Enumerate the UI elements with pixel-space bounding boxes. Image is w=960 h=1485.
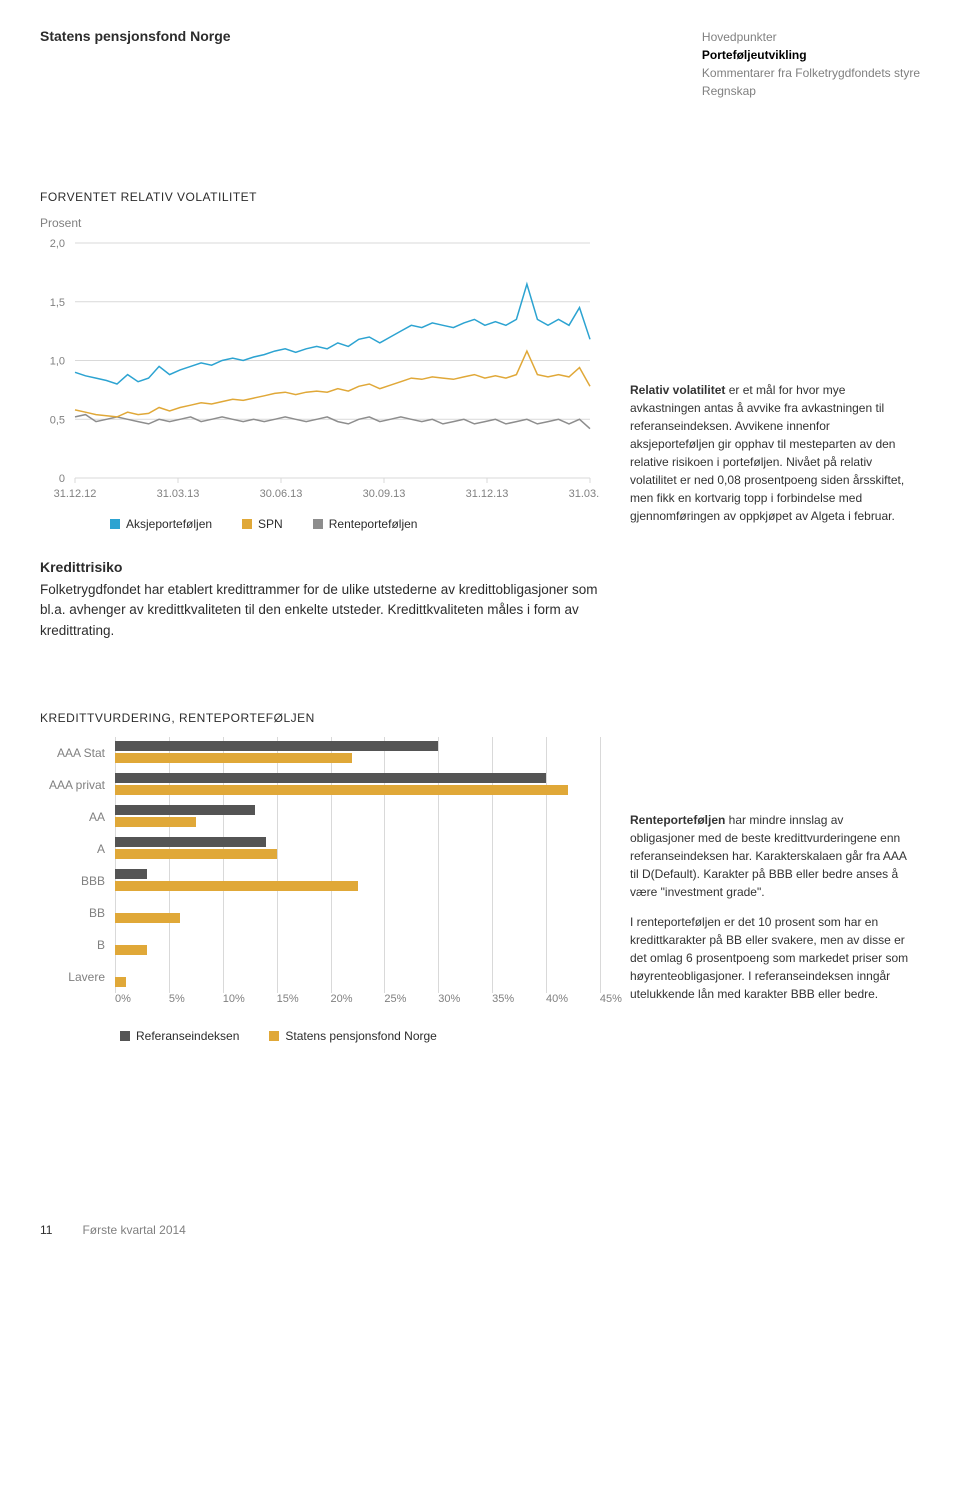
credit-category-label: AA (40, 810, 115, 824)
credit-row: A (40, 833, 600, 865)
svg-text:30.06.13: 30.06.13 (260, 488, 303, 500)
credit-row: B (40, 929, 600, 961)
legend-label: Aksjeporteføljen (126, 517, 212, 531)
bar-ref (115, 805, 255, 815)
nav-item-active: Porteføljeutvikling (702, 46, 920, 64)
credit-side-note: Renteporteføljen har mindre innslag av o… (630, 811, 910, 1003)
credit-row: Lavere (40, 961, 600, 993)
bar-ref (115, 837, 266, 847)
credit-category-label: AAA Stat (40, 746, 115, 760)
svg-text:0,5: 0,5 (50, 414, 65, 426)
credit-row: AAA privat (40, 769, 600, 801)
svg-text:31.12.13: 31.12.13 (466, 488, 509, 500)
svg-text:31.03.13: 31.03.13 (157, 488, 200, 500)
nav-item: Hovedpunkter (702, 28, 920, 46)
credit-note-p2: I renteporteføljen er det 10 prosent som… (630, 913, 910, 1003)
svg-text:30.09.13: 30.09.13 (363, 488, 406, 500)
credit-row: AAA Stat (40, 737, 600, 769)
page-number: 11 (40, 1223, 52, 1237)
bar-portfolio (115, 977, 126, 987)
page-header: Statens pensjonsfond Norge Hovedpunkter … (40, 28, 920, 100)
kredittrisiko-block: Kredittrisiko Folketrygdfondet har etabl… (40, 557, 600, 641)
svg-text:2,0: 2,0 (50, 238, 65, 250)
credit-x-axis: 0%5%10%15%20%25%30%35%40%45% (115, 993, 600, 1005)
svg-text:31.12.12: 31.12.12 (54, 488, 97, 500)
credit-note-bold: Renteporteføljen (630, 813, 725, 827)
legend-rente: Renteporteføljen (313, 517, 418, 531)
legend-port: Statens pensjonsfond Norge (269, 1029, 436, 1043)
credit-category-label: BBB (40, 874, 115, 888)
bar-portfolio (115, 753, 352, 763)
legend-ref: Referanseindeksen (120, 1029, 239, 1043)
vol-legend: Aksjeporteføljen SPN Renteporteføljen (110, 517, 600, 531)
svg-text:1,5: 1,5 (50, 297, 65, 309)
swatch-icon (242, 519, 252, 529)
kredittrisiko-body: Folketrygdfondet har etablert kredittram… (40, 582, 598, 638)
credit-bar-chart: AAA StatAAA privatAAABBBBBBLavere 0%5%10… (40, 737, 600, 1043)
bar-portfolio (115, 817, 196, 827)
bar-ref (115, 773, 546, 783)
svg-text:0: 0 (59, 473, 65, 485)
bar-portfolio (115, 849, 277, 859)
bar-ref (115, 869, 147, 879)
credit-row: BBB (40, 865, 600, 897)
volatility-section: 2,0 1,5 1,0 0,5 0 31.12.12 31.03.13 30.06.13 30.… (40, 238, 920, 531)
swatch-icon (120, 1031, 130, 1041)
credit-section: KREDITTVURDERING, RENTEPORTEFØLJEN AAA S… (40, 711, 920, 1043)
vol-chart-title: FORVENTET RELATIV VOLATILITET (40, 190, 920, 204)
bar-portfolio (115, 785, 568, 795)
legend-label: Renteporteføljen (329, 517, 418, 531)
legend-label: Statens pensjonsfond Norge (285, 1029, 436, 1043)
credit-category-label: Lavere (40, 970, 115, 984)
doc-title: Statens pensjonsfond Norge (40, 28, 231, 100)
bar-portfolio (115, 913, 180, 923)
credit-category-label: B (40, 938, 115, 952)
credit-category-label: BB (40, 906, 115, 920)
swatch-icon (110, 519, 120, 529)
vol-side-note: Relativ volatilitet er et mål for hvor m… (630, 381, 910, 525)
credit-row: BB (40, 897, 600, 929)
credit-category-label: A (40, 842, 115, 856)
volatility-line-chart: 2,0 1,5 1,0 0,5 0 31.12.12 31.03.13 30.06.13 30.… (40, 238, 600, 503)
vol-chart-subtitle: Prosent (40, 216, 920, 230)
legend-label: Referanseindeksen (136, 1029, 239, 1043)
svg-text:1,0: 1,0 (50, 356, 65, 368)
credit-legend: Referanseindeksen Statens pensjonsfond N… (120, 1029, 600, 1043)
section-nav: Hovedpunkter Porteføljeutvikling Komment… (702, 28, 920, 100)
credit-row: AA (40, 801, 600, 833)
credit-chart-title: KREDITTVURDERING, RENTEPORTEFØLJEN (40, 711, 920, 725)
swatch-icon (269, 1031, 279, 1041)
legend-spn: SPN (242, 517, 283, 531)
bar-portfolio (115, 881, 358, 891)
legend-aksje: Aksjeporteføljen (110, 517, 212, 531)
credit-category-label: AAA privat (40, 778, 115, 792)
svg-text:31.03.14: 31.03.14 (569, 488, 600, 500)
bar-ref (115, 741, 438, 751)
page-footer: 11 Første kvartal 2014 (40, 1223, 920, 1237)
nav-item: Regnskap (702, 82, 920, 100)
legend-label: SPN (258, 517, 283, 531)
nav-item: Kommentarer fra Folketrygdfondets styre (702, 64, 920, 82)
swatch-icon (313, 519, 323, 529)
bar-portfolio (115, 945, 147, 955)
kredittrisiko-heading: Kredittrisiko (40, 557, 600, 578)
footer-label: Første kvartal 2014 (82, 1223, 185, 1237)
